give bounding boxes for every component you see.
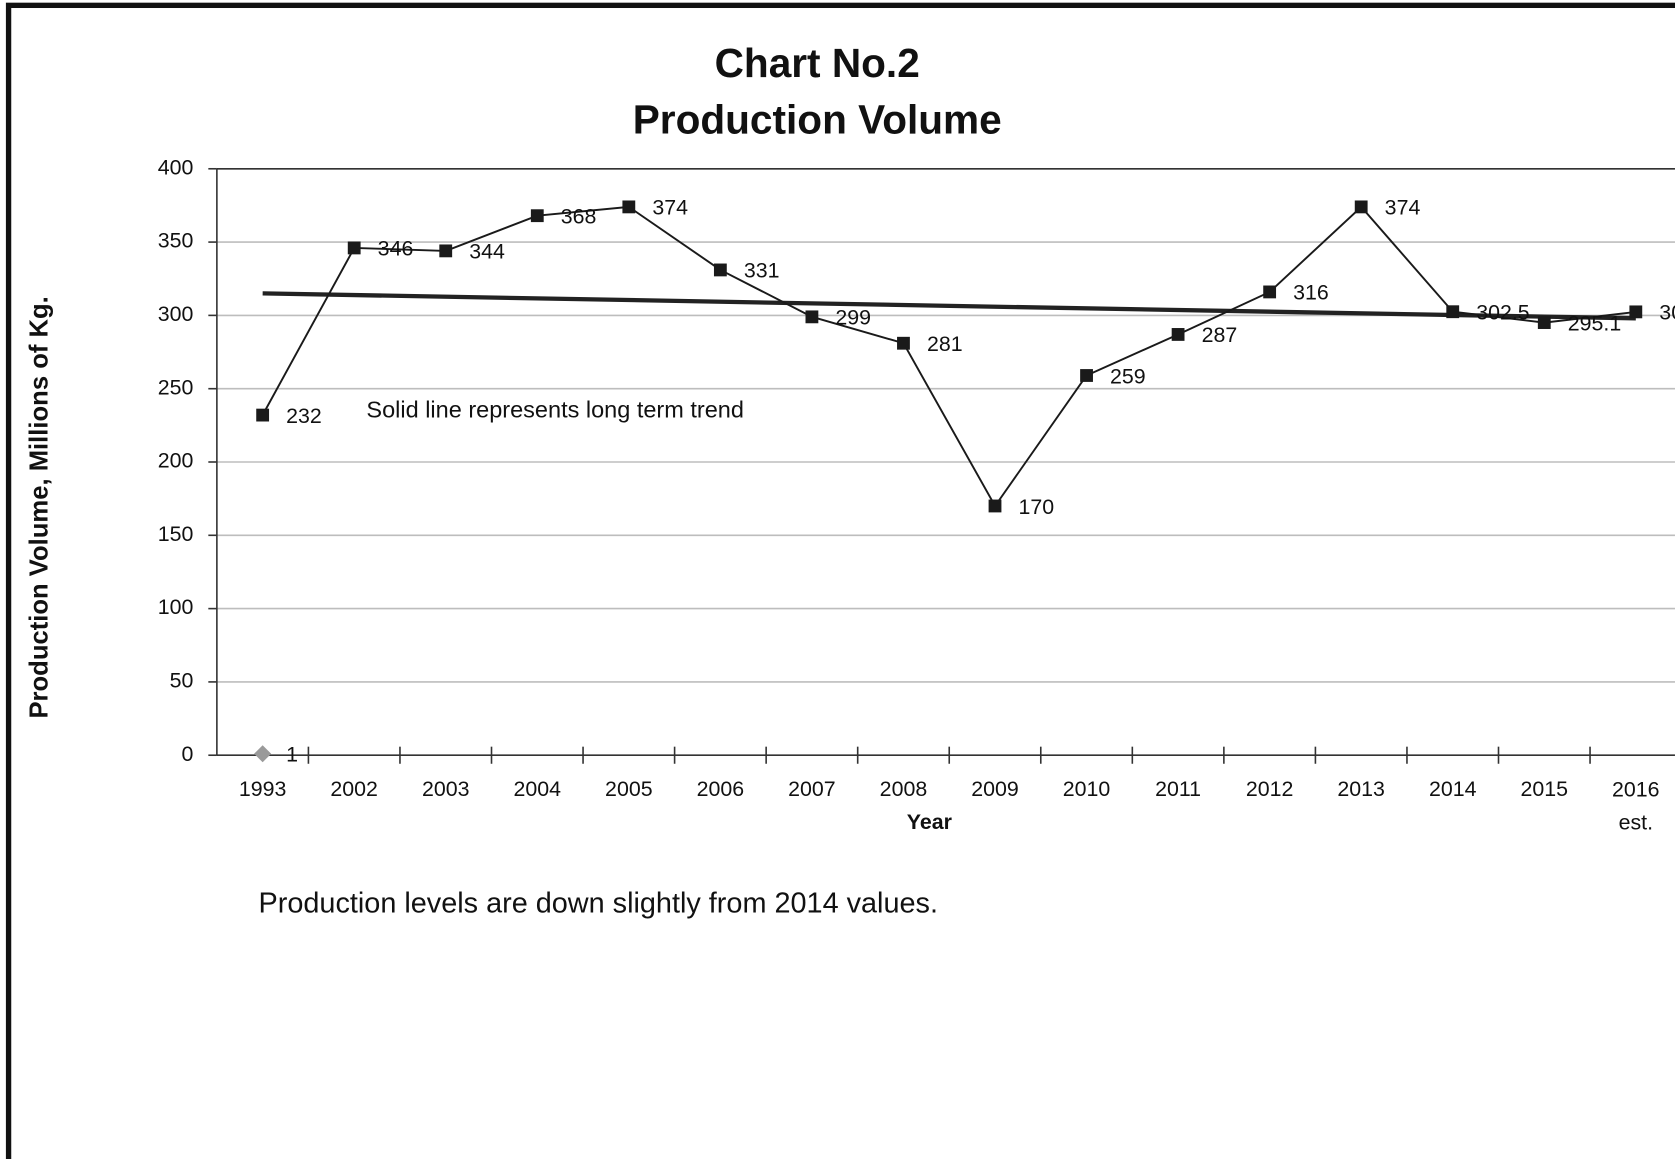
data-label: 344 bbox=[469, 240, 505, 264]
y-axis-label: Production Volume, Millions of Kg. bbox=[25, 296, 53, 718]
data-label: 1 bbox=[286, 743, 298, 767]
data-label: 287 bbox=[1202, 323, 1238, 347]
x-tick-label: 2009 bbox=[971, 777, 1019, 801]
x-tick-label: 2006 bbox=[697, 777, 745, 801]
frame bbox=[5, 2, 1675, 1159]
x-tick-label: 2005 bbox=[605, 777, 653, 801]
marker bbox=[897, 336, 910, 350]
data-label: 170 bbox=[1019, 495, 1055, 519]
marker bbox=[1537, 316, 1551, 329]
marker bbox=[1263, 285, 1277, 299]
footnote: Production levels are down slightly from… bbox=[259, 887, 938, 919]
x-tick-label-line: est. bbox=[1619, 810, 1653, 834]
marker bbox=[347, 241, 361, 255]
marker bbox=[1171, 328, 1185, 341]
chart-title: Production Volume bbox=[633, 97, 1002, 143]
x-tick-label: 2014 bbox=[1429, 777, 1477, 801]
series-line bbox=[261, 205, 1636, 508]
marker bbox=[256, 408, 270, 422]
x-tick-label: 2011 bbox=[1155, 777, 1201, 801]
x-tick-label: 2003 bbox=[422, 777, 470, 801]
y-tick-label: 350 bbox=[158, 229, 194, 253]
data-label: 374 bbox=[1385, 196, 1421, 220]
x-tick-label: 2007 bbox=[788, 777, 836, 801]
data-label: 302.5 bbox=[1476, 300, 1529, 324]
x-tick-label-line: 2016 bbox=[1612, 777, 1660, 801]
data-label: 346 bbox=[378, 237, 414, 261]
marker bbox=[805, 310, 819, 324]
marker bbox=[530, 209, 544, 223]
annotation: Solid line represents long term trend bbox=[366, 396, 744, 422]
x-tick-label: 2015 bbox=[1521, 777, 1569, 801]
x-tick-label: 2010 bbox=[1063, 777, 1111, 801]
x-tick-label: 2013 bbox=[1337, 777, 1385, 801]
marker bbox=[1080, 369, 1093, 382]
marker bbox=[1629, 305, 1643, 319]
data-label: 302.4 bbox=[1659, 301, 1675, 325]
y-tick-label: 250 bbox=[158, 375, 194, 399]
x-axis-label: Year bbox=[907, 810, 952, 834]
marker bbox=[622, 200, 636, 214]
y-tick-label: 100 bbox=[158, 595, 194, 619]
marker bbox=[254, 745, 272, 763]
x-tick-label: 2016 est. bbox=[1612, 777, 1660, 834]
data-label: 316 bbox=[1293, 281, 1329, 305]
data-label: 299 bbox=[835, 306, 871, 330]
x-tick-label: 2012 bbox=[1246, 777, 1294, 801]
chart-title: Chart No.2 bbox=[715, 40, 920, 86]
y-tick-label: 400 bbox=[158, 155, 194, 179]
y-tick-label: 300 bbox=[158, 302, 194, 326]
trend-line bbox=[262, 291, 1636, 321]
marker bbox=[713, 263, 727, 277]
data-label: 281 bbox=[927, 332, 963, 356]
x-tick-label: 2004 bbox=[514, 777, 562, 801]
data-label: 232 bbox=[286, 404, 322, 428]
data-label: 374 bbox=[652, 196, 688, 220]
y-tick-label: 0 bbox=[181, 742, 193, 766]
data-label: 259 bbox=[1110, 364, 1146, 388]
y-tick-label: 200 bbox=[158, 449, 194, 473]
marker bbox=[1446, 305, 1460, 319]
x-tick-label: 1993 bbox=[239, 777, 287, 801]
x-tick-label: 2002 bbox=[330, 777, 378, 801]
data-label: 368 bbox=[561, 204, 597, 228]
data-label: 295.1 bbox=[1568, 311, 1621, 335]
x-tick-label: 2008 bbox=[880, 777, 928, 801]
marker bbox=[439, 244, 453, 258]
marker bbox=[1354, 200, 1368, 214]
y-tick-label: 50 bbox=[170, 669, 194, 693]
data-label: 331 bbox=[744, 259, 780, 283]
marker bbox=[988, 499, 1002, 513]
y-tick-label: 150 bbox=[158, 522, 194, 546]
